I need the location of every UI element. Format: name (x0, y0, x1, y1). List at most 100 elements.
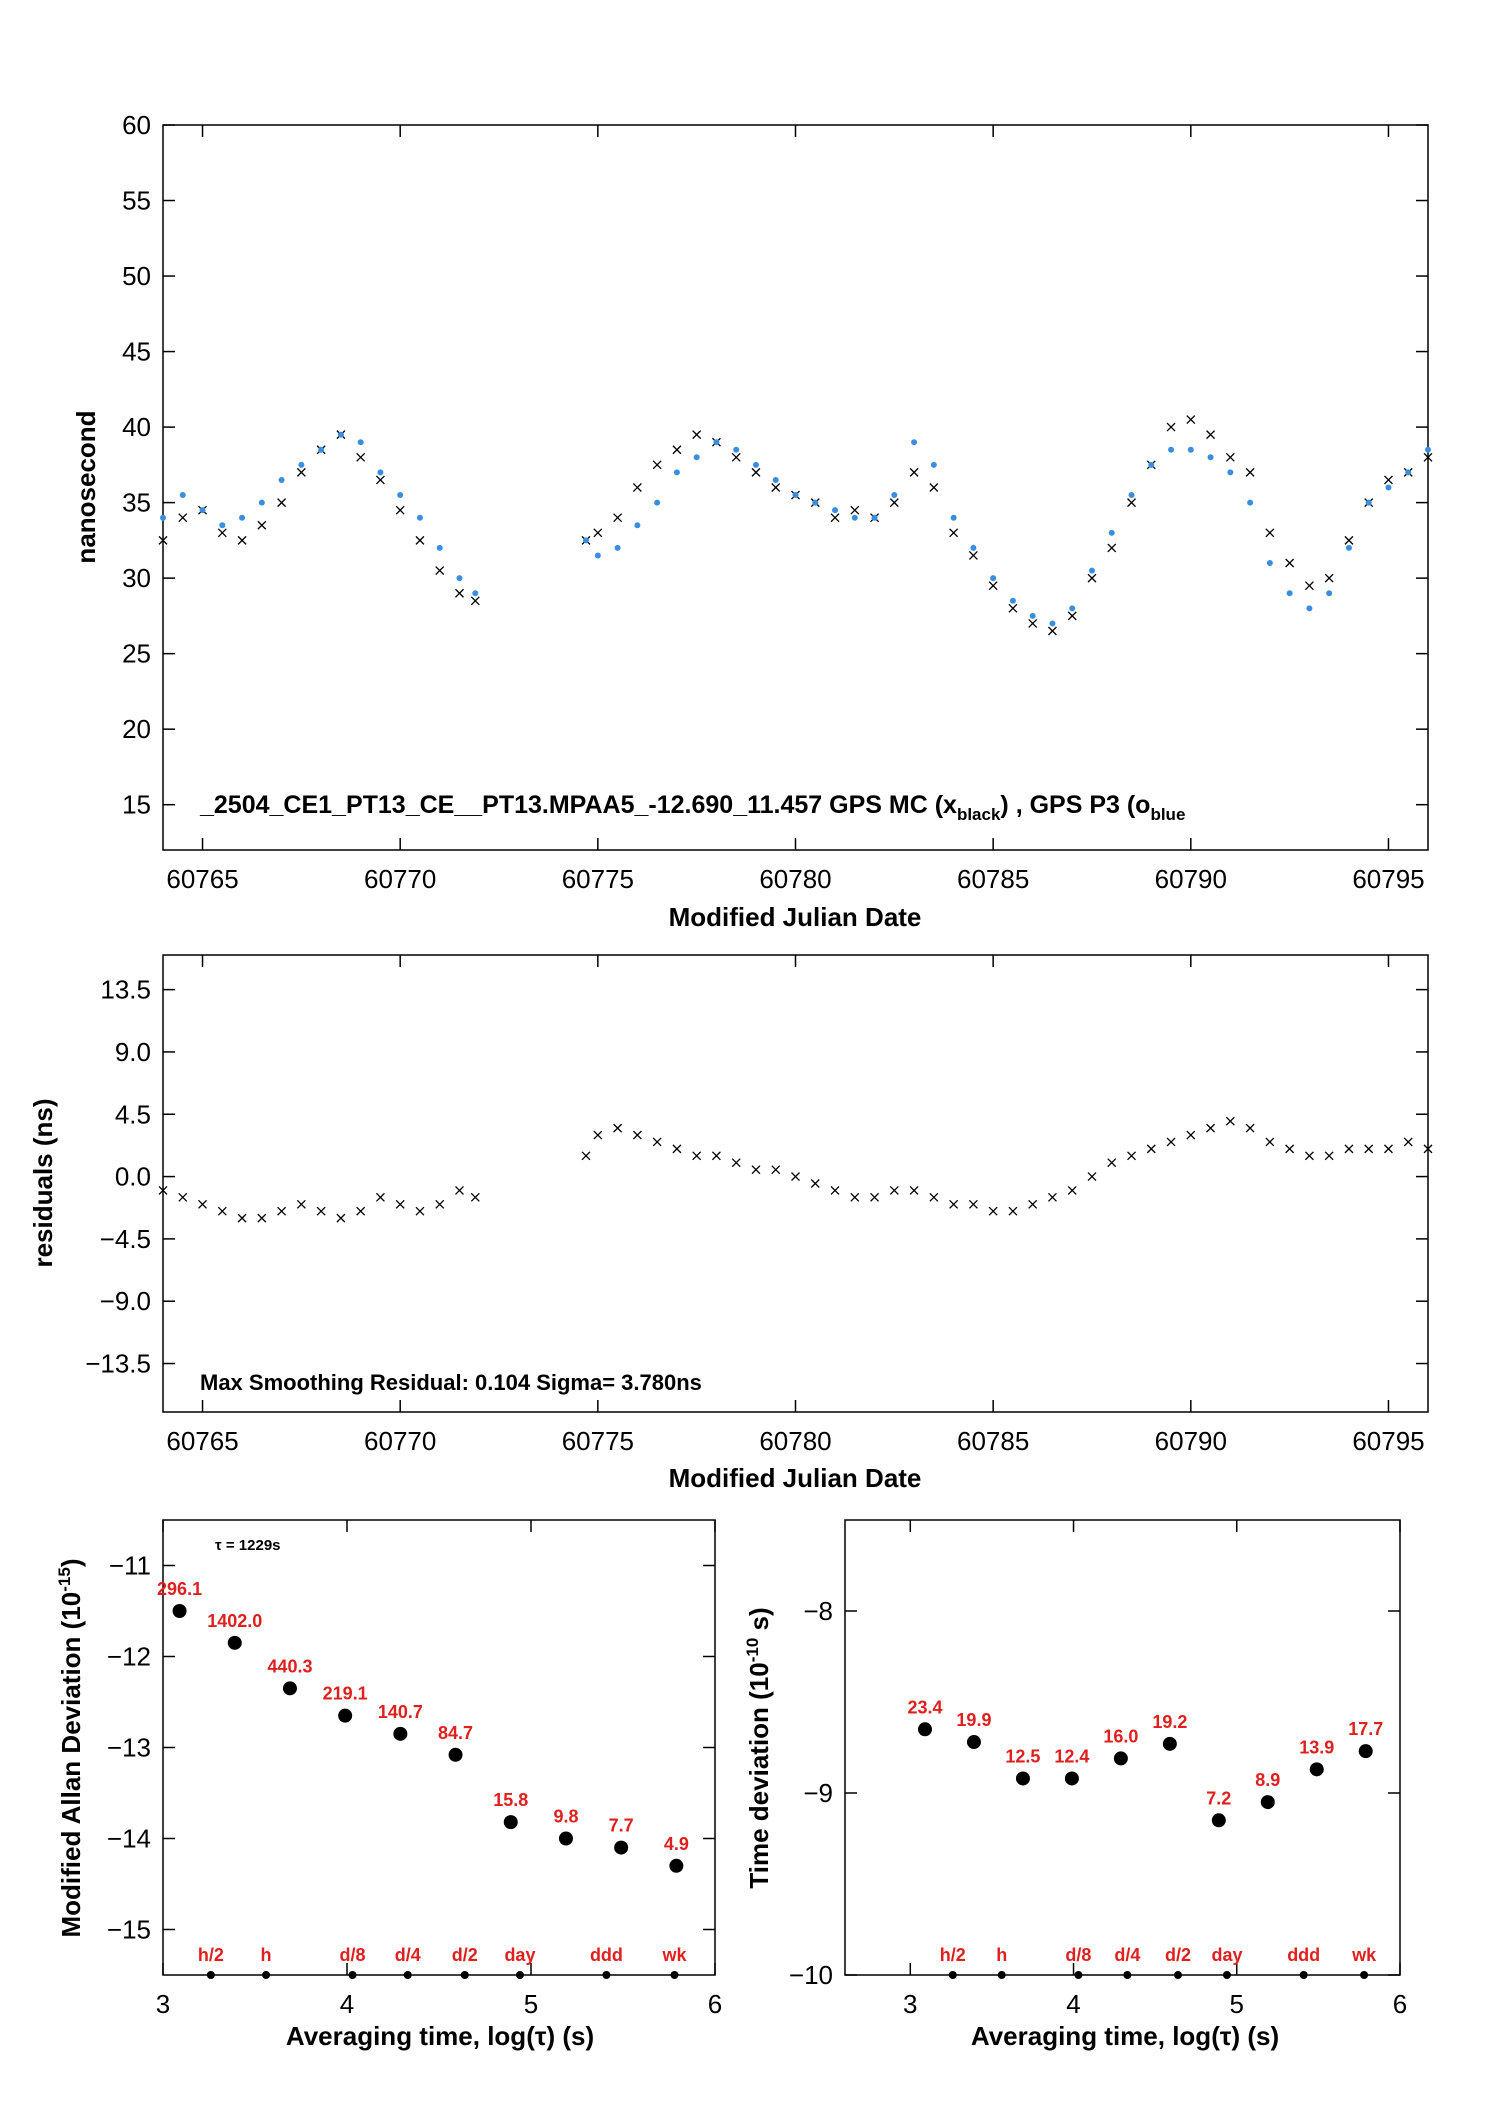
point-x-marker (830, 513, 840, 523)
annotation-mid: ) , GPS P3 (o (1000, 791, 1150, 819)
point-x-marker (613, 1123, 623, 1133)
point-x-marker (1324, 573, 1334, 583)
x-tick-label: 60770 (364, 864, 436, 894)
point-x-marker (593, 1130, 603, 1140)
data-point (917, 1722, 932, 1737)
y-tick-label: −11 (109, 1551, 151, 1581)
time-marker-label: d/2 (452, 1945, 478, 1965)
point-x-marker (375, 1192, 385, 1202)
data-point (172, 1604, 187, 1618)
series-marks (158, 415, 1433, 636)
data-point (282, 1681, 297, 1696)
point-x-marker (217, 1206, 227, 1216)
point-x-marker (1344, 1144, 1354, 1154)
annotation-sub1: black (957, 805, 1001, 824)
time-marker-label: d/4 (395, 1945, 421, 1965)
x-tick-label: 5 (524, 1989, 538, 2019)
data-point (1162, 1736, 1177, 1751)
point-x-marker (1265, 528, 1275, 538)
point-x-marker (415, 1206, 425, 1216)
point-x-marker (968, 551, 978, 560)
point-x-marker (1364, 1144, 1374, 1154)
point-dot-marker (199, 507, 206, 514)
point-dot-marker (970, 544, 977, 551)
point-x-marker (178, 513, 188, 523)
point-x-marker (158, 535, 168, 545)
time-marker-label: h/2 (940, 1945, 966, 1965)
data-point-label: 23.4 (907, 1697, 942, 1717)
y-axis-label-end: ) (56, 1559, 86, 1568)
point-dot-marker (1345, 544, 1352, 551)
x-axis-label: Modified Julian Date (669, 1463, 922, 1493)
point-dot-marker (1207, 454, 1214, 461)
point-x-marker (277, 1206, 287, 1216)
point-x-marker (1225, 452, 1235, 462)
y-tick-label: 4.5 (115, 1099, 151, 1129)
point-x-marker (632, 1130, 642, 1140)
point-dot-marker (456, 575, 463, 582)
point-x-marker (1304, 581, 1314, 591)
annotation-sub2: blue (1150, 805, 1185, 824)
point-x-marker (237, 1213, 247, 1223)
point-dot-marker (160, 514, 166, 521)
point-x-marker (455, 1185, 464, 1195)
point-dot-marker (1405, 469, 1412, 476)
point-x-marker (237, 535, 247, 545)
time-marker-dot (1222, 1971, 1231, 1979)
data-point (1309, 1762, 1324, 1777)
point-x-marker (850, 505, 860, 515)
point-x-marker (1028, 1199, 1038, 1209)
point-x-marker (850, 1192, 860, 1202)
data-point (1064, 1771, 1079, 1786)
y-tick-label: 50 (122, 261, 151, 291)
time-marker-dot (670, 1971, 679, 1979)
point-dot-marker (871, 514, 878, 521)
point-x-marker (277, 498, 287, 508)
plot-frame (162, 954, 1429, 1413)
point-dot-marker (832, 507, 839, 514)
time-marker-dot (1123, 1971, 1132, 1979)
point-x-marker (968, 1199, 978, 1209)
x-ticks: 60765 60770 60775 60780 60785 60790 60795 (166, 955, 1425, 1456)
x-tick-label: 60785 (957, 1426, 1029, 1456)
x-axis-label: Modified Julian Date (669, 902, 922, 932)
x-tick-label: 60790 (1155, 1426, 1227, 1456)
y-axis-label: nanosecond (71, 410, 101, 563)
annotation: Max Smoothing Residual: 0.104 Sigma= 3.7… (200, 1370, 702, 1395)
point-dot-marker (1286, 590, 1293, 597)
point-dot-marker (1049, 620, 1056, 627)
y-tick-label: 15 (122, 790, 151, 820)
point-x-marker (470, 596, 480, 606)
point-x-marker (632, 483, 642, 492)
time-marker-dot (1299, 1971, 1308, 1979)
point-dot-marker (1306, 605, 1313, 612)
data-point-label: 140.7 (378, 1702, 423, 1722)
point-x-marker (830, 1185, 840, 1195)
data-point-label: 19.2 (1152, 1712, 1187, 1732)
point-dot-marker (377, 469, 384, 476)
y-tick-label: −8 (803, 1596, 833, 1626)
point-dot-marker (634, 522, 641, 529)
x-tick-label: 60795 (1352, 1426, 1424, 1456)
point-x-marker (470, 1192, 480, 1202)
point-x-marker (988, 581, 998, 591)
x-tick-label: 60765 (166, 1426, 238, 1456)
point-x-marker (1304, 1151, 1314, 1161)
point-x-marker (692, 430, 702, 440)
point-x-marker (1008, 1206, 1018, 1216)
point-x-marker (158, 1185, 168, 1195)
x-tick-label: 4 (340, 1989, 354, 2019)
x-tick-label: 60775 (562, 1426, 634, 1456)
point-x-marker (988, 1206, 998, 1216)
point-x-marker (435, 566, 445, 576)
y-tick-label: −13 (107, 1733, 151, 1763)
point-x-marker (1127, 498, 1136, 508)
time-marker-label: h (261, 1945, 272, 1965)
data-points: 23.4 19.9 12.5 12.4 16.0 19.2 7.2 8.9 13.9 17.7 (907, 1697, 1383, 1828)
x-ticks: 3 4 5 6 (903, 1520, 1407, 2019)
point-dot-marker (594, 552, 601, 559)
point-x-marker (217, 528, 227, 538)
point-x-marker (336, 1213, 346, 1223)
point-x-marker (1047, 1192, 1057, 1202)
